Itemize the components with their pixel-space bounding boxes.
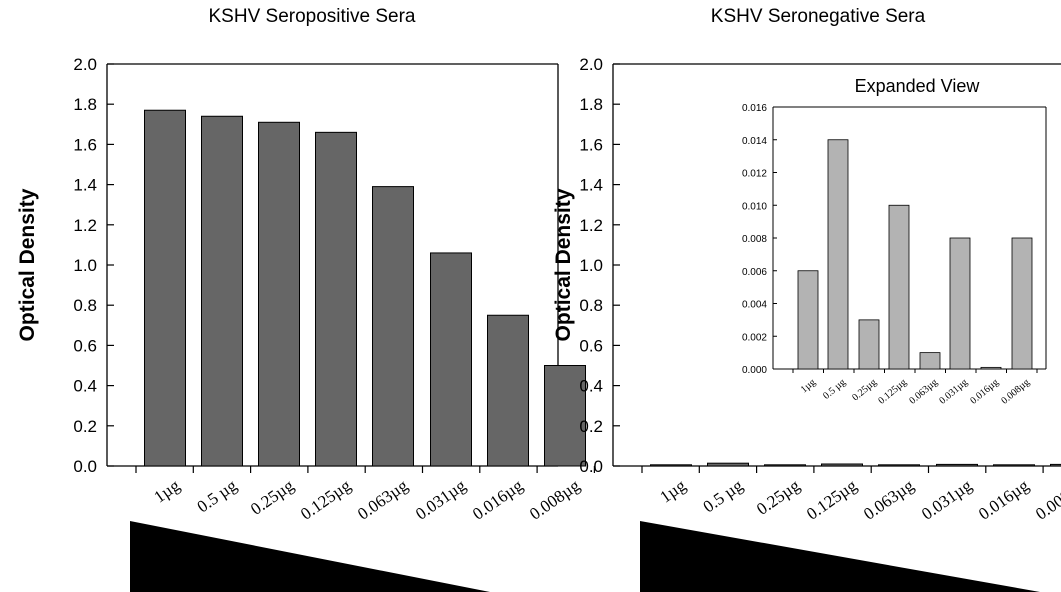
bar-7 [544, 365, 586, 467]
x-tick-label: 0.25µg [753, 475, 804, 518]
inset-x-tick-label: 0.125µg [876, 377, 909, 407]
inset-y-tick-label: 0.008 [742, 234, 767, 245]
inset-bar-7 [1011, 237, 1033, 370]
bar-0 [144, 109, 186, 467]
bar-5 [936, 463, 978, 467]
inset-bar-1 [827, 139, 849, 370]
bar-4 [878, 464, 920, 467]
y-tick-label: 1.6 [73, 135, 97, 154]
y-axis-label: Optical Density [16, 188, 39, 341]
y-tick-label: 0.2 [73, 417, 97, 436]
y-tick-label: 1.6 [579, 135, 603, 154]
y-tick-label: 1.8 [579, 95, 603, 114]
y-tick-label: 1.0 [579, 256, 603, 275]
y-tick-label: 0.4 [73, 377, 97, 396]
inset-title: Expanded View [855, 76, 981, 96]
inset-y-tick-label: 0.012 [742, 169, 767, 180]
x-tick-label: 0.031µg [412, 475, 470, 523]
bar-1 [201, 115, 243, 467]
inset-y-tick-label: 0.000 [742, 365, 767, 376]
y-tick-label: 0.8 [579, 296, 603, 315]
y-tick-label: 2.0 [579, 55, 603, 74]
inset-y-tick-label: 0.016 [742, 103, 767, 114]
inset-x-tick-label: 0.031µg [937, 377, 970, 407]
y-tick-label: 0.4 [579, 377, 603, 396]
chart-title: KSHV Seronegative Sera [711, 6, 926, 27]
x-tick-label: 0.031µg [918, 475, 976, 523]
inset-chart: Expanded View 0.000 0.002 0.004 0.006 0.008 0.… [742, 71, 1047, 407]
inset-y-tick-label: 0.014 [742, 136, 767, 147]
inset-bar-4 [919, 352, 941, 370]
inset-bar-2 [858, 319, 880, 370]
x-tick-label: 1µg [656, 475, 689, 506]
inset-bar-0 [797, 270, 819, 370]
inset-y-tick-label: 0.002 [742, 332, 767, 343]
y-tick-label: 1.8 [73, 95, 97, 114]
y-tick-label: 0.6 [579, 336, 603, 355]
inset-y-tick-label: 0.006 [742, 267, 767, 278]
chart-title: KSHV Seropositive Sera [209, 6, 416, 27]
inset-bar-6 [980, 366, 1002, 370]
x-tick-label: 0.5 µg [700, 475, 747, 516]
bar-6 [993, 464, 1035, 467]
y-tick-label: 1.4 [73, 176, 97, 195]
inset-bar-3 [888, 204, 910, 370]
inset-x-tick-label: 1µg [799, 377, 818, 396]
x-tick-label: 0.063µg [860, 475, 918, 523]
bar-2 [764, 464, 806, 467]
inset-x-tick-label: 0.063µg [907, 377, 940, 407]
bar-1 [707, 462, 749, 467]
x-tick-label: 0.25µg [247, 475, 298, 518]
y-tick-label: 0.0 [73, 457, 97, 476]
inset-x-tick-label: 0.008µg [999, 377, 1032, 407]
y-axis-label: Optical Density [552, 188, 575, 341]
inset-y-tick-label: 0.010 [742, 201, 767, 212]
x-tick-label: 0.125µg [803, 475, 861, 523]
x-tick-label: 1µg [150, 475, 183, 506]
bar-3 [315, 131, 357, 467]
y-tick-label: 1.4 [579, 176, 603, 195]
concentration-wedge [640, 521, 1040, 592]
bar-0 [650, 464, 692, 467]
bar-5 [430, 252, 472, 467]
x-tick-label: 0.016µg [975, 475, 1033, 523]
chart-panel-pos: KSHV Seropositive Sera Optical Density 0.0… [16, 6, 596, 592]
bar-4 [372, 186, 414, 467]
y-tick-label: 0.8 [73, 296, 97, 315]
y-tick-label: 0.2 [579, 417, 603, 436]
chart-panel-neg: KSHV Seronegative Sera Optical Density 0.0… [552, 6, 1061, 592]
y-tick-label: 0.6 [73, 336, 97, 355]
y-tick-label: 1.0 [73, 256, 97, 275]
x-tick-label: 0.008µg [526, 475, 584, 523]
bar-6 [487, 314, 529, 467]
bar-2 [258, 121, 300, 467]
inset-y-tick-label: 0.004 [742, 300, 767, 311]
inset-x-tick-label: 0.25µg [850, 377, 879, 404]
inset-background [773, 71, 1046, 369]
y-tick-label: 2.0 [73, 55, 97, 74]
y-tick-label: 0.0 [579, 457, 603, 476]
inset-x-tick-label: 0.5 µg [821, 377, 848, 402]
concentration-wedge [130, 521, 490, 592]
y-tick-label: 1.2 [73, 216, 97, 235]
y-tick-label: 1.2 [579, 216, 603, 235]
x-tick-label: 0.125µg [297, 475, 355, 523]
x-tick-label: 0.5 µg [194, 475, 241, 516]
x-tick-label: 0.008µg [1032, 475, 1061, 523]
x-tick-label: 0.016µg [469, 475, 527, 523]
inset-bar-5 [949, 237, 971, 370]
bar-3 [821, 463, 863, 467]
inset-x-tick-label: 0.016µg [968, 377, 1001, 407]
x-tick-label: 0.063µg [354, 475, 412, 523]
bar-7 [1050, 463, 1061, 467]
